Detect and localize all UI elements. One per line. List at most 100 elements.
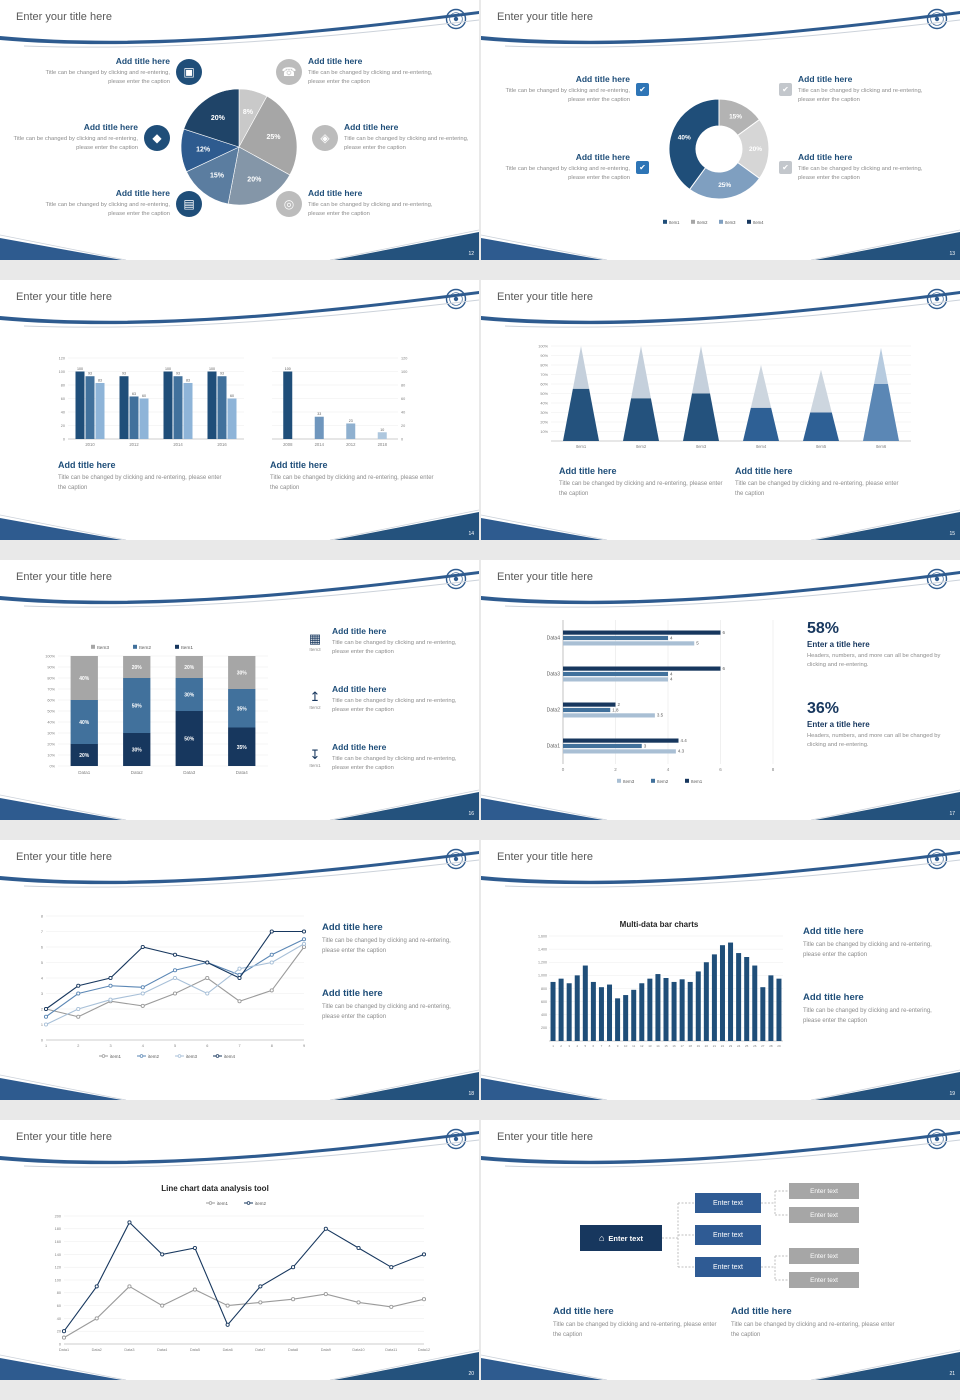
svg-text:7: 7 <box>601 1044 603 1048</box>
svg-text:40%: 40% <box>47 720 55 724</box>
callout-caption: Title can be changed by clicking and re-… <box>308 70 433 86</box>
svg-text:Item2: Item2 <box>697 220 708 225</box>
callout-title: Add title here <box>308 56 363 66</box>
svg-text:9: 9 <box>617 1044 619 1048</box>
svg-text:5: 5 <box>41 961 43 965</box>
svg-text:80: 80 <box>57 1291 61 1295</box>
svg-text:120: 120 <box>401 356 407 360</box>
phone-glyph: ☎ <box>281 64 297 79</box>
svg-text:80%: 80% <box>540 363 548 367</box>
caption-block: Add title here Title can be changed by c… <box>553 1306 725 1341</box>
svg-text:9: 9 <box>303 1044 305 1048</box>
simple-bar-chart: 0 20 40 60 80 100 120 100 2008 33 2014 23 2012 10 2018 <box>266 350 418 450</box>
svg-text:Data8: Data8 <box>288 1348 298 1352</box>
slide-dual-bar-charts[interactable]: Enter your title here 14 0 20 40 60 80 100 120… <box>0 280 479 540</box>
callout-block: ✔ Add title here Title can be changed by… <box>779 152 937 184</box>
svg-text:50%: 50% <box>132 704 143 710</box>
icon-label: Item3 <box>309 646 321 652</box>
svg-text:23: 23 <box>349 419 353 423</box>
footer-corner-accents <box>481 1069 960 1100</box>
callout-caption: Title can be changed by clicking and re-… <box>505 166 631 182</box>
footer-corner-accents <box>481 229 960 260</box>
slide-donut-infographic[interactable]: Enter your title here 13 15% 20% 25% 40% Ite… <box>481 0 960 260</box>
callout-title: Add title here <box>308 188 363 198</box>
flow-box-label: Enter text <box>713 1231 743 1239</box>
svg-text:0: 0 <box>63 437 65 441</box>
callout-text: Add title here Title can be changed by c… <box>308 56 446 88</box>
slide-horizontal-bar-chart[interactable]: Enter your title here 17 0 2 4 6 8 Data4 6 4 5 Da… <box>481 560 960 820</box>
svg-text:100: 100 <box>55 1278 61 1282</box>
caption-block: Add title here Title can be changed by c… <box>731 1306 903 1341</box>
slide-flow-diagram[interactable]: Enter your title here 21 ⌂ Enter text En… <box>481 1120 960 1380</box>
page-number: 21 <box>949 1371 955 1377</box>
svg-text:item1: item1 <box>110 1054 122 1059</box>
callout-caption: Title can be changed by clicking and re-… <box>798 166 923 182</box>
slide-title: Enter your title here <box>497 11 593 23</box>
svg-text:Item1: Item1 <box>691 779 703 784</box>
svg-text:100%: 100% <box>538 344 548 348</box>
svg-text:14: 14 <box>656 1044 660 1048</box>
svg-text:0: 0 <box>41 1038 43 1042</box>
svg-text:60: 60 <box>61 397 65 401</box>
check-glyph: ✔ <box>639 163 646 173</box>
flow-box-label: Enter text <box>810 1187 838 1195</box>
slide-multi-data-bar-chart[interactable]: Enter your title here 19 Multi-data bar … <box>481 840 960 1100</box>
school-seal-logo <box>445 848 467 870</box>
svg-text:30%: 30% <box>47 731 55 735</box>
svg-text:10%: 10% <box>540 430 548 434</box>
svg-text:19: 19 <box>697 1044 701 1048</box>
upload-glyph: ↥ <box>309 688 321 704</box>
page-number: 16 <box>468 811 474 817</box>
svg-text:8%: 8% <box>243 109 254 116</box>
svg-text:20: 20 <box>705 1044 709 1048</box>
caption-block: Add title here Title can be changed by c… <box>322 988 468 1023</box>
svg-text:1: 1 <box>45 1044 47 1048</box>
caption-block: Add title here Title can be changed by c… <box>735 466 905 500</box>
callout-caption: Title can be changed by clicking and re-… <box>332 698 457 714</box>
callout-text: Add title here Title can be changed by c… <box>344 122 476 154</box>
svg-text:80: 80 <box>61 383 65 387</box>
svg-text:8: 8 <box>772 767 775 772</box>
slide-cone-chart[interactable]: Enter your title here 15 10% 20% 30% 40% 50%… <box>481 280 960 540</box>
checkbox-icon: ✔ <box>636 83 649 97</box>
upload-icon: ↥ Item2 <box>304 690 326 710</box>
slide-pie-infographic[interactable]: Enter your title here 12 8% 25% 20% 15% 12% 2… <box>0 0 479 260</box>
slide-stacked-bar-chart[interactable]: Enter your title here 16 Item3 Item2 Item1… <box>0 560 479 820</box>
school-seal-logo <box>445 8 467 30</box>
svg-text:100: 100 <box>401 370 407 374</box>
slide-line-analysis-chart[interactable]: Enter your title here 20 Line chart data… <box>0 1120 479 1380</box>
slide-title: Enter your title here <box>16 851 112 863</box>
svg-text:8: 8 <box>271 1044 273 1048</box>
svg-text:20%: 20% <box>47 742 55 746</box>
school-seal-logo <box>445 288 467 310</box>
callout-caption: Title can be changed by clicking and re-… <box>798 88 923 104</box>
svg-text:Data11: Data11 <box>385 1348 397 1352</box>
svg-text:8: 8 <box>609 1044 611 1048</box>
callout-caption: Title can be changed by clicking and re-… <box>13 136 139 152</box>
callout-text: Add title here Title can be changed by c… <box>798 74 937 106</box>
callout-text: Add title here Title can be changed by c… <box>499 74 631 106</box>
svg-text:Data10: Data10 <box>352 1348 364 1352</box>
svg-text:4: 4 <box>670 677 673 682</box>
book-icon: ▤ <box>176 190 202 217</box>
svg-text:1,000: 1,000 <box>538 974 547 978</box>
callout-text: Add title here Title can be changed by c… <box>332 684 472 716</box>
slide-title: Enter your title here <box>497 851 593 863</box>
slide-title: Enter your title here <box>16 1131 112 1143</box>
svg-text:Item2: Item2 <box>636 444 647 449</box>
horizontal-bar-chart: 0 2 4 6 8 Data4 6 4 5 Data3 6 4 4 Data2 2 1.8 3.5 Data1 4.… <box>537 616 789 786</box>
line-chart: 0 20 40 60 80 100 120 140 160 180 200 Data1 Data2 Dat… <box>44 1198 432 1356</box>
svg-text:3: 3 <box>644 743 647 748</box>
svg-text:5: 5 <box>584 1044 586 1048</box>
svg-text:20: 20 <box>61 424 65 428</box>
flow-box-label: Enter text <box>713 1199 743 1207</box>
caption-block: Add title here Title can be changed by c… <box>559 466 729 500</box>
callout-text: Add title here Title can be changed by c… <box>798 152 937 184</box>
svg-text:60: 60 <box>401 397 405 401</box>
svg-text:100: 100 <box>285 367 291 371</box>
svg-text:100%: 100% <box>45 654 55 658</box>
callout-block: ✔ Add title here Title can be changed by… <box>779 74 937 106</box>
header-swoosh <box>0 851 479 888</box>
flow-box-leaf: Enter text <box>789 1248 859 1264</box>
